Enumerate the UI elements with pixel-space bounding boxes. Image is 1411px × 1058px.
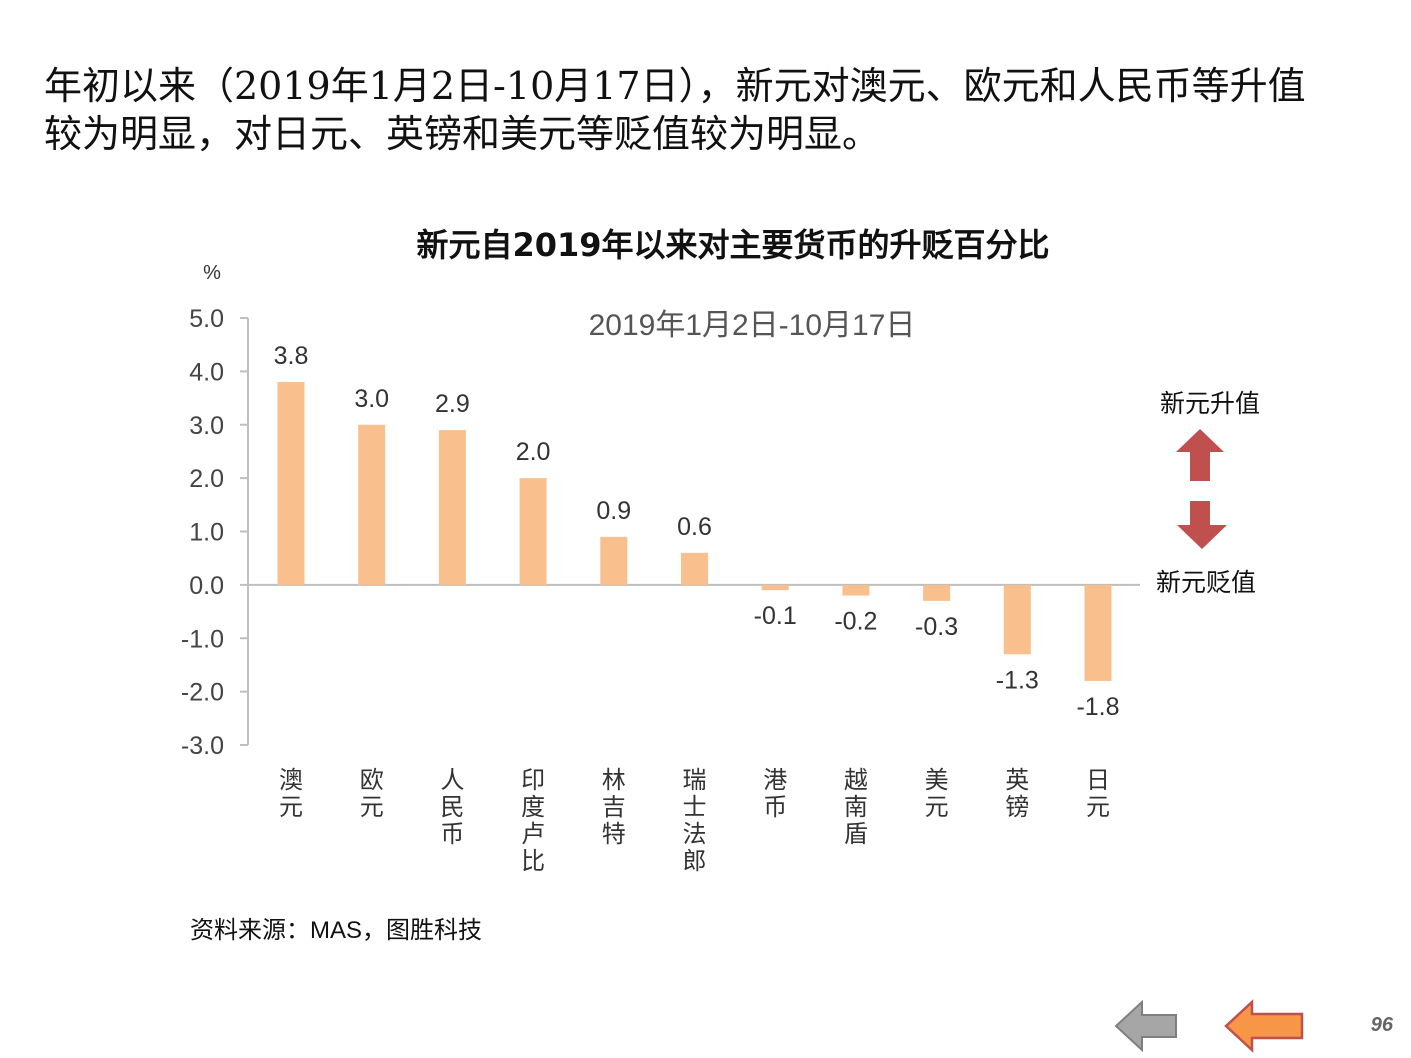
- bar: [761, 584, 789, 591]
- data-label: -0.1: [754, 602, 797, 630]
- source-note: 资料来源：MAS，图胜科技: [190, 917, 483, 944]
- x-tick-label: 英镑: [1005, 767, 1029, 821]
- x-tick-label: 印度卢比: [521, 767, 545, 875]
- bar: [519, 478, 547, 585]
- y-tick-label: -1.0: [181, 625, 224, 653]
- data-label: 0.6: [677, 513, 712, 541]
- x-tick-label: 日元: [1086, 767, 1110, 821]
- legend-up-label: 新元升值: [1160, 390, 1260, 418]
- left-arrow-icon: [1114, 999, 1177, 1053]
- y-tick-label: -2.0: [181, 679, 224, 707]
- x-tick-label: 林吉特: [602, 767, 626, 848]
- data-label: -1.3: [996, 666, 1039, 694]
- bar: [1084, 584, 1112, 681]
- data-label: -1.8: [1076, 693, 1119, 721]
- bar-chart: 新元自2019年以来对主要货币的升贬百分比 % 2019年1月2日-10月17日…: [181, 226, 1260, 875]
- headline: 年初以来（2019年1月2日-10月17日），新元对澳元、欧元和人民币等升值 较…: [44, 62, 1374, 158]
- x-tick-label: 欧元: [360, 767, 384, 821]
- x-tick-label: 澳元: [279, 767, 303, 821]
- y-tick-label: 0.0: [189, 572, 224, 600]
- y-tick-label: -3.0: [181, 732, 224, 760]
- left-arrow-icon: [1224, 999, 1304, 1053]
- page-number: 96: [1370, 1014, 1393, 1036]
- y-tick-label: 5.0: [189, 305, 224, 333]
- bar: [1003, 584, 1031, 655]
- bar: [600, 536, 628, 585]
- forward-arrow-button[interactable]: [1222, 998, 1306, 1054]
- x-tick-label: 人民币: [440, 767, 464, 848]
- headline-line-1: 年初以来（2019年1月2日-10月17日），新元对澳元、欧元和人民币等升值: [44, 64, 1306, 108]
- bar: [842, 584, 870, 596]
- data-label: 2.9: [435, 390, 470, 418]
- data-label: 0.9: [596, 497, 631, 525]
- data-label: 3.8: [274, 342, 309, 370]
- data-label: -0.2: [834, 608, 877, 636]
- data-label: 2.0: [516, 438, 551, 466]
- x-tick-label: 瑞士法郎: [683, 767, 707, 875]
- plot-area: 5.0 4.0 3.0 2.0 1.0 0.0 -1.0 -2.0 -3.0 3.8 澳元 3.0 欧元…: [181, 305, 1140, 875]
- bar: [277, 382, 305, 585]
- arrow-down-icon: [1177, 501, 1227, 549]
- headline-line-2: 较为明显，对日元、英镑和美元等贬值较为明显。: [44, 112, 881, 156]
- x-tick-label: 美元: [925, 767, 949, 821]
- y-tick-label: 1.0: [189, 519, 224, 547]
- bar: [438, 430, 466, 585]
- y-axis-unit: %: [203, 262, 221, 284]
- bar: [358, 424, 386, 585]
- chart-title: 新元自2019年以来对主要货币的升贬百分比: [416, 226, 1049, 264]
- legend-down-label: 新元贬值: [1156, 569, 1256, 597]
- chart-subtitle: 2019年1月2日-10月17日: [589, 309, 916, 342]
- back-arrow-button[interactable]: [1112, 998, 1182, 1054]
- data-label: -0.3: [915, 613, 958, 641]
- x-tick-label: 越南盾: [844, 767, 868, 848]
- y-tick-label: 2.0: [189, 465, 224, 493]
- bar: [681, 552, 708, 585]
- arrow-up-icon: [1176, 429, 1224, 481]
- y-tick-label: 3.0: [189, 412, 224, 440]
- bar: [923, 584, 951, 601]
- y-tick-label: 4.0: [189, 358, 224, 386]
- data-label: 3.0: [354, 385, 389, 413]
- x-tick-label: 港币: [763, 767, 787, 821]
